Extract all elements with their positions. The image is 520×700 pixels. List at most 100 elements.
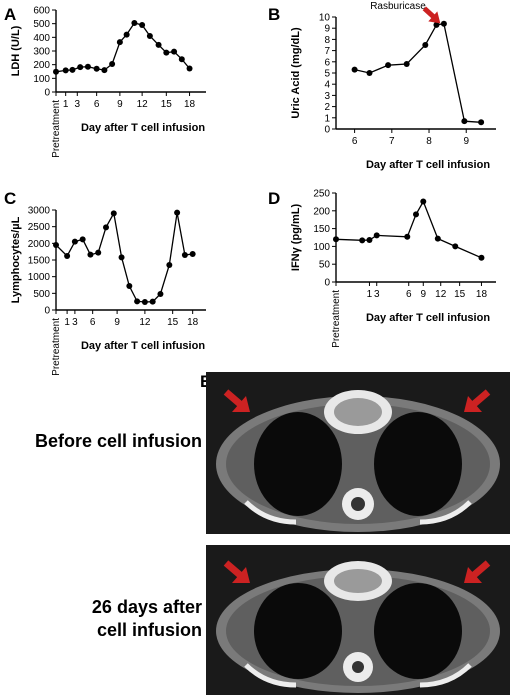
data-point [71, 238, 78, 245]
y-tick-label: 4 [324, 80, 330, 91]
y-axis-title: IFNγ (pg/mL) [290, 204, 302, 272]
x-tick-label: 6 [90, 317, 96, 328]
data-point [366, 70, 373, 76]
x-tick-label: 7 [389, 136, 395, 147]
data-point [53, 242, 59, 248]
data-point [420, 198, 427, 205]
y-tick-label: 3000 [28, 206, 51, 217]
data-point [93, 65, 100, 72]
caption-line: 26 days after [91, 597, 202, 617]
y-tick-label: 0 [324, 125, 330, 136]
x-axis-title: Day after T cell infusion [366, 159, 490, 171]
y-tick-label: 200 [313, 206, 330, 217]
y-tick-label: 500 [33, 289, 50, 300]
x-tick-label: 1 [367, 289, 373, 300]
data-point [181, 252, 188, 258]
data-point [69, 66, 76, 73]
panel-d-ifng-chart: D 0 50 100 150 200 250 Pretreatment 1 3 6 9 12 15 18 Da… [268, 189, 496, 348]
rasburicase-arrow-head [428, 11, 441, 24]
data-point [171, 48, 178, 55]
caption-line: Before cell infusion [34, 431, 202, 451]
scan-caption-after: 26 days after cell infusion [12, 596, 202, 641]
data-point [359, 237, 366, 244]
x-tick-label: 15 [167, 317, 179, 328]
data-point [64, 253, 71, 259]
y-tick-label: 0 [44, 306, 50, 317]
data-point [84, 63, 91, 70]
x-tick-label: 9 [420, 289, 426, 300]
data-point [131, 19, 138, 26]
x-tick-label: 12 [137, 99, 149, 110]
x-axis-title: Day after T cell infusion [81, 340, 205, 352]
data-point [118, 254, 125, 261]
panel-a-ldh-chart: A 0 100 200 300 400 500 600 Pretreatment 1 3 6 9 12 15… [4, 5, 206, 158]
x-tick-label: 6 [94, 99, 100, 110]
data-point [163, 49, 170, 56]
data-point [126, 283, 133, 289]
data-point [366, 236, 373, 243]
data-point [166, 262, 173, 268]
data-point [141, 299, 148, 305]
data-point [87, 251, 94, 258]
y-tick-label: 1500 [28, 256, 51, 267]
x-tick-label: 18 [187, 317, 199, 328]
y-tick-label: 150 [313, 224, 330, 235]
data-point [139, 22, 146, 29]
panel-c-lymphocytes-chart: C 0 500 1000 1500 2000 2500 3000 Pretreatment 1 3 6… [4, 189, 206, 376]
x-tick-label: 18 [184, 99, 196, 110]
data-point [110, 210, 117, 217]
y-axis-title: Uric Acid (mg/dL) [290, 27, 302, 119]
data-point [333, 236, 339, 243]
data-point [351, 66, 358, 73]
x-tick-label: 6 [406, 289, 412, 300]
x-tick-label: 9 [114, 317, 120, 328]
panel-letter: B [268, 5, 280, 24]
data-point [478, 119, 485, 126]
x-tick-label: Pretreatment [331, 290, 342, 348]
x-tick-label: 1 [63, 99, 69, 110]
x-tick-label: 8 [426, 136, 432, 147]
data-point [62, 67, 69, 74]
x-tick-label: 15 [454, 289, 466, 300]
ct-image [216, 389, 500, 532]
x-tick-label: 3 [75, 99, 81, 110]
y-tick-label: 8 [324, 35, 330, 46]
series-line [55, 22, 191, 73]
y-tick-label: 5 [324, 69, 330, 80]
y-tick-label: 7 [324, 46, 330, 57]
caption-line: cell infusion [96, 619, 202, 640]
data-point [95, 249, 102, 256]
data-point [101, 67, 108, 74]
data-point [155, 41, 162, 48]
y-tick-label: 2500 [28, 222, 51, 233]
data-point [433, 21, 440, 28]
data-point [109, 60, 116, 67]
y-axis-title: Lymphocytes/µL [10, 216, 22, 303]
data-point [189, 251, 196, 257]
x-tick-label: 1 [64, 317, 70, 328]
data-point [174, 209, 181, 216]
y-tick-label: 6 [324, 57, 330, 68]
data-point [146, 32, 153, 39]
data-point [53, 68, 59, 75]
data-point [77, 64, 84, 71]
y-tick-label: 50 [319, 260, 331, 271]
y-tick-label: 2 [324, 102, 330, 113]
y-tick-label: 300 [33, 47, 50, 58]
y-tick-label: 500 [33, 19, 50, 30]
data-point [116, 39, 123, 46]
y-tick-label: 9 [324, 24, 330, 35]
data-point [103, 224, 109, 231]
data-point [149, 298, 156, 305]
data-point [404, 233, 411, 240]
x-tick-label: 3 [374, 289, 380, 300]
data-point [461, 118, 468, 125]
panel-e-letter: E [200, 372, 211, 392]
data-point [385, 62, 392, 69]
y-tick-label: 2000 [28, 239, 51, 250]
annotation-label: Rasburicase [370, 1, 426, 12]
data-point [178, 56, 185, 63]
data-point [434, 235, 441, 242]
